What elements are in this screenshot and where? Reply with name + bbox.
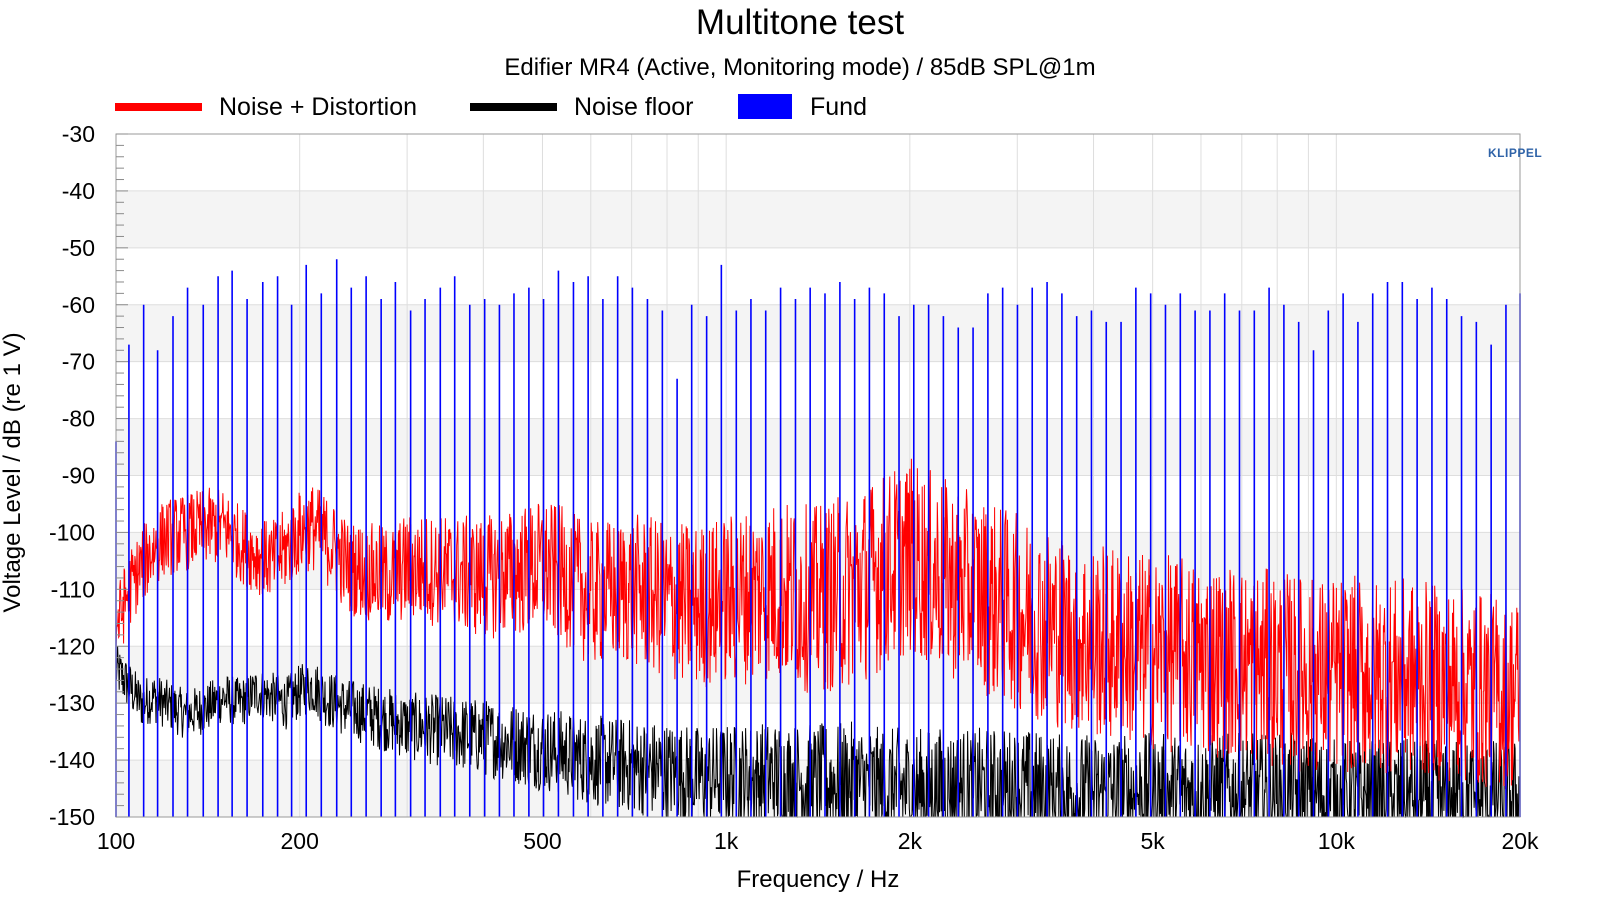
y-axis-label: Voltage Level / dB (re 1 V) — [0, 332, 26, 612]
klippel-logo: KLIPPEL — [1488, 146, 1543, 160]
legend-swatch-noise-distortion — [115, 103, 202, 111]
grid-band — [116, 418, 1520, 476]
y-tick-label: -90 — [62, 463, 95, 489]
y-tick-label: -140 — [49, 747, 95, 773]
y-tick-label: -50 — [62, 235, 95, 261]
legend-swatch-fund — [738, 94, 792, 119]
y-tick-label: -150 — [49, 804, 95, 830]
noise-floor-line — [115, 646, 1521, 819]
chart-subtitle: Edifier MR4 (Active, Monitoring mode) / … — [504, 54, 1096, 81]
y-tick-label: -100 — [49, 519, 95, 545]
legend-item-fund: Fund — [738, 92, 898, 122]
chart-title: Multitone test — [695, 3, 905, 42]
y-tick-label: -70 — [62, 349, 95, 375]
legend-item-noise-floor: Noise floor — [470, 92, 720, 122]
x-tick-label: 2k — [898, 828, 923, 854]
legend-label-fund: Fund — [810, 93, 867, 121]
grid-band — [116, 304, 1520, 362]
y-tick-label: -130 — [49, 690, 95, 716]
background-bands — [116, 190, 1520, 817]
x-tick-label: 5k — [1140, 828, 1165, 854]
x-tick-label: 10k — [1318, 828, 1356, 854]
x-tick-label: 200 — [280, 828, 318, 854]
legend-label-noise-floor: Noise floor — [574, 93, 694, 121]
y-minor-ticks — [116, 133, 128, 818]
series-noise-distortion — [115, 458, 1521, 790]
y-tick-label: -120 — [49, 633, 95, 659]
y-tick-label: -60 — [62, 292, 95, 318]
legend-swatch-noise-floor — [470, 103, 557, 111]
y-tick-label: -30 — [62, 121, 95, 147]
y-tick-label: -80 — [62, 406, 95, 432]
legend-label-noise-distortion: Noise + Distortion — [219, 93, 417, 121]
y-tick-label: -110 — [51, 576, 95, 602]
x-tick-labels: 100 200 500 1k 2k 5k 10k 20k — [97, 828, 1539, 854]
x-tick-label: 20k — [1501, 828, 1539, 854]
legend-item-noise-distortion: Noise + Distortion — [115, 92, 445, 122]
y-tick-label: -40 — [62, 178, 95, 204]
x-tick-label: 500 — [523, 828, 561, 854]
noise-distortion-line — [115, 458, 1521, 790]
x-axis-label: Frequency / Hz — [737, 866, 900, 893]
grid-band — [116, 190, 1520, 248]
x-tick-label: 1k — [714, 828, 739, 854]
y-tick-labels: -30 -40 -50 -60 -70 -80 -90 -100 -110 -120 -130 -14… — [49, 121, 95, 830]
x-tick-label: 100 — [97, 828, 135, 854]
series-fund — [115, 259, 1521, 817]
series-noise-floor — [115, 646, 1521, 819]
